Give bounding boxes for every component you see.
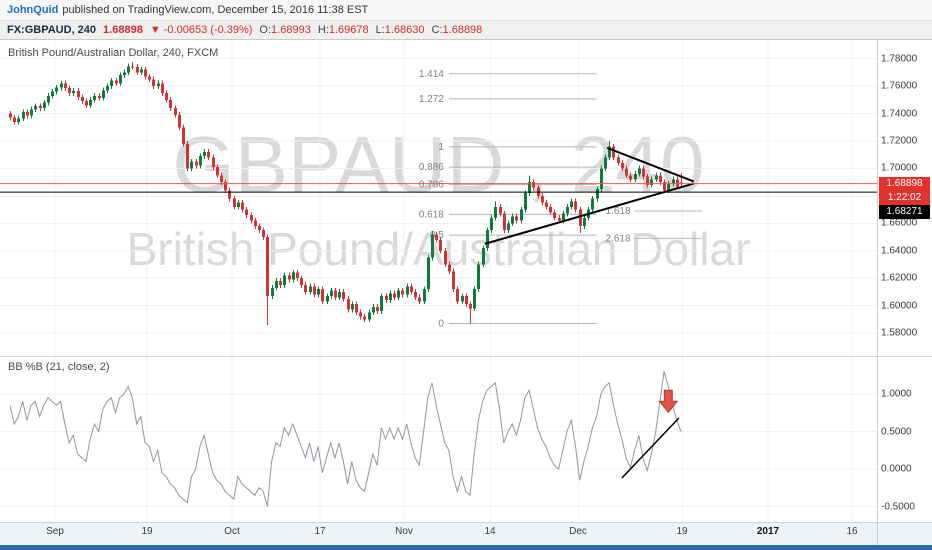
time-axis-label: 16 xyxy=(846,526,858,537)
time-axis-label: Sep xyxy=(46,526,64,537)
indicator-axis-label: 1.0000 xyxy=(881,388,912,400)
svg-text:1.272: 1.272 xyxy=(419,94,444,105)
svg-text:0.618: 0.618 xyxy=(419,209,444,220)
svg-text:1: 1 xyxy=(438,142,444,153)
last-price-badge: 1.68898 xyxy=(879,177,930,191)
published-bar: JohnQuid published on TradingView.com, D… xyxy=(0,0,932,21)
price-axis-label: 1.66000 xyxy=(881,217,918,229)
time-axis-label: 19 xyxy=(676,526,688,537)
price-change: ▼ -0.00653 (-0.39%) xyxy=(149,24,253,36)
time-axis-label: 2017 xyxy=(756,526,780,537)
price-axis-label: 1.78000 xyxy=(881,53,918,65)
symbol-bar: FX:GBPAUD, 240 1.68898 ▼ -0.00653 (-0.39… xyxy=(0,21,932,40)
main-legend[interactable]: British Pound/Australian Dollar, 240, FX… xyxy=(8,47,219,59)
gridlines xyxy=(0,40,877,522)
published-text: published on TradingView.com, December 1… xyxy=(62,4,369,16)
author-link[interactable]: JohnQuid xyxy=(7,4,59,16)
ohlc-close: C:1.68898 xyxy=(431,24,483,36)
candlestick-series xyxy=(9,62,683,325)
triangle-upper xyxy=(606,146,695,183)
indicator-axis-label: -0.5000 xyxy=(881,501,915,512)
indicator-axis-label: 0.0000 xyxy=(881,463,912,475)
svg-text:0: 0 xyxy=(438,318,444,329)
svg-text:0.786: 0.786 xyxy=(419,180,444,191)
bb-trendline xyxy=(621,417,680,479)
price-axis-label: 1.62000 xyxy=(881,272,918,284)
time-axis-label: Dec xyxy=(569,526,587,537)
ohlc-low: L:1.68630 xyxy=(375,24,425,36)
time-axis-label: 19 xyxy=(141,526,153,537)
ohlc-high: H:1.69678 xyxy=(317,24,369,36)
chart-area[interactable]: GBPAUD , 240 British Pound/Australian Do… xyxy=(0,40,932,550)
priceline-badge: 1.68271 xyxy=(879,205,930,219)
svg-text:1.618: 1.618 xyxy=(606,206,631,217)
time-axis-label: Nov xyxy=(395,526,413,537)
bottom-blue-bar xyxy=(0,545,932,550)
price-axis-label: 1.76000 xyxy=(881,80,918,92)
triangle-lower xyxy=(484,182,694,245)
price-axis-label: 1.58000 xyxy=(881,327,918,339)
indicator-legend[interactable]: BB %B (21, close, 2) xyxy=(8,361,110,373)
time-axis-label: 17 xyxy=(314,526,326,537)
time-axis-strip xyxy=(0,522,932,545)
svg-text:2.618: 2.618 xyxy=(606,233,631,244)
price-axis-label: 1.60000 xyxy=(881,300,918,312)
symbol-title[interactable]: FX:GBPAUD, 240 xyxy=(7,24,97,36)
svg-text:0.886: 0.886 xyxy=(419,162,444,173)
svg-text:1.414: 1.414 xyxy=(419,69,444,80)
price-axis-label: 1.72000 xyxy=(881,135,918,147)
fib-extension: 1.618 2.618 xyxy=(606,206,703,244)
ohlc-open: O:1.68993 xyxy=(259,24,311,36)
price-axis-label: 1.74000 xyxy=(881,108,918,120)
time-axis-label: Oct xyxy=(224,526,240,537)
down-arrow-annotation xyxy=(658,389,679,414)
price-axis-label: 1.70000 xyxy=(881,162,918,174)
last-price: 1.68898 xyxy=(103,24,143,36)
price-axis-label: 1.64000 xyxy=(881,245,918,257)
bb-percent-b-line xyxy=(9,371,682,507)
time-axis-label: 14 xyxy=(484,526,496,537)
countdown-badge: 1:22:02 xyxy=(879,191,930,205)
indicator-axis-label: 0.5000 xyxy=(881,426,912,437)
